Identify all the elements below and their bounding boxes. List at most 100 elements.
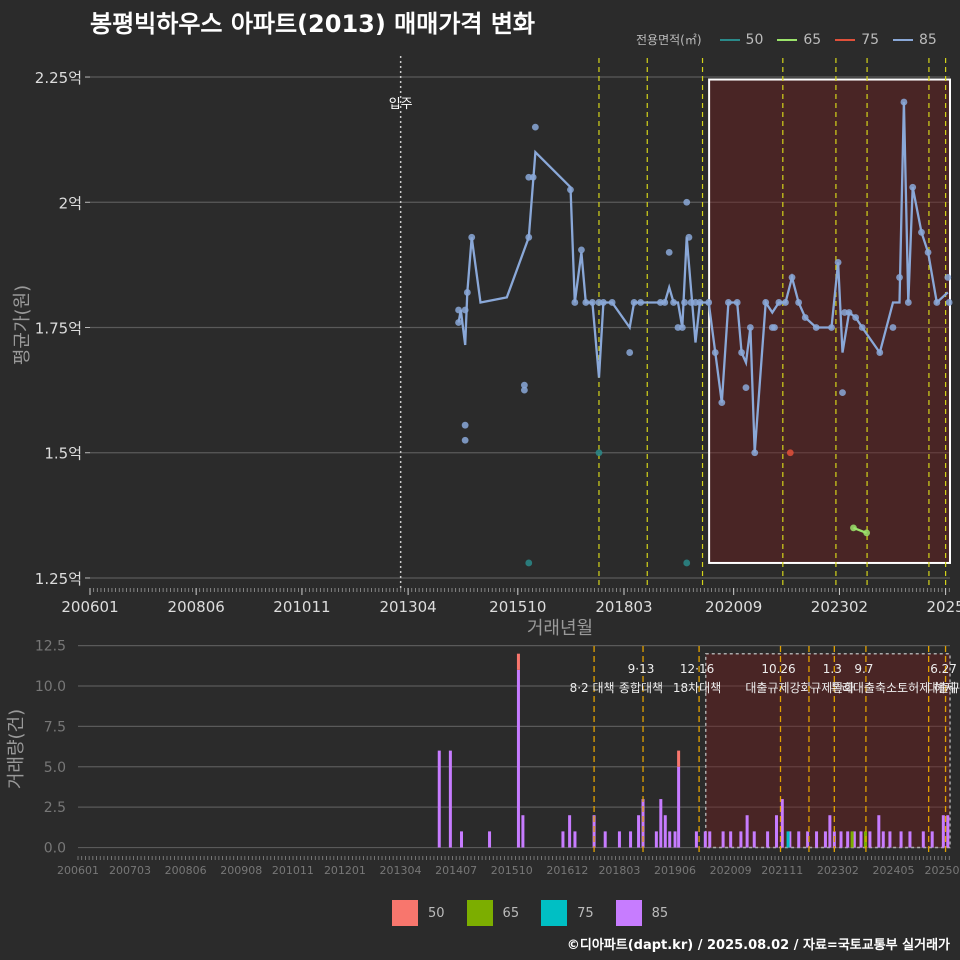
price-x-tick-label: 200601	[61, 598, 118, 616]
move-in-label: 입주	[389, 97, 413, 112]
policy-date-label: 9·13	[628, 662, 655, 676]
volume-x-tick-label: 201407	[435, 864, 477, 877]
price-point-85	[608, 299, 616, 306]
legend-item-85: 85	[893, 32, 937, 48]
price-point-85	[525, 233, 533, 241]
price-point-85	[945, 299, 953, 306]
volume-bar-85	[752, 831, 756, 848]
price-point-85	[812, 324, 820, 331]
price-point-85	[683, 198, 691, 206]
volume-bar-85	[629, 831, 633, 848]
volume-bar-85	[823, 831, 827, 848]
bar-legend-item-85: 85	[615, 900, 669, 926]
price-point-85	[904, 299, 912, 306]
volume-bar-85	[908, 831, 912, 848]
price-point-85	[738, 349, 745, 356]
policy-date-label: 10.26	[761, 662, 795, 676]
price-point-85	[909, 183, 917, 191]
legend-item-65: 65	[777, 32, 821, 48]
legend-line-50	[719, 38, 740, 41]
bar-legend-swatch-50	[392, 900, 418, 926]
price-point-85	[461, 421, 469, 429]
price-point-85	[529, 173, 537, 181]
volume-bar-85	[641, 799, 645, 848]
volume-x-tick-label: 200806	[165, 864, 207, 877]
price-point-85	[463, 289, 471, 296]
legend-line-85	[893, 38, 914, 41]
volume-bar-85	[797, 831, 801, 848]
policy-name-label: 8·2 대책	[570, 680, 615, 695]
volume-x-tick-label: 200601	[57, 864, 99, 877]
price-point-85	[889, 324, 897, 331]
volume-bar-85	[788, 831, 792, 848]
volume-bar-85	[694, 831, 698, 848]
area-legend-bottom: 50 65 75 85	[392, 900, 668, 926]
bar-legend-label-75: 75	[577, 905, 594, 921]
policy-date-label: 6.27	[930, 662, 957, 676]
volume-bar-50	[677, 750, 681, 767]
price-point-85	[468, 233, 476, 241]
price-point-85	[630, 299, 638, 306]
volume-x-tick-label: 200703	[109, 864, 151, 877]
price-x-tick-label: 2025	[927, 598, 960, 616]
price-point-85	[771, 324, 778, 331]
policy-name-label: 토허제 해제	[897, 681, 956, 695]
price-point-75	[786, 449, 794, 457]
price-point-85	[801, 314, 809, 321]
price-point-85	[567, 186, 574, 194]
price-point-85	[711, 349, 719, 356]
volume-bar-85	[617, 831, 621, 848]
volume-x-tick-label: 201612	[546, 864, 588, 877]
volume-bar-85	[460, 831, 464, 848]
bar-legend-label-85: 85	[651, 905, 669, 921]
volume-bar-85	[603, 831, 607, 848]
volume-x-tick-label: 202009	[710, 864, 752, 877]
price-point-85	[678, 324, 686, 331]
volume-bar-85	[888, 831, 892, 848]
volume-x-tick-label: 202405	[872, 864, 914, 877]
price-point-85	[685, 233, 693, 241]
source-footer: ©디아파트(dapt.kr) / 2025.08.02 / 자료=국토교통부 실…	[566, 938, 950, 953]
price-point-85	[918, 228, 925, 236]
price-point-85	[461, 436, 469, 444]
policy-date-label: 12·16	[680, 662, 714, 676]
price-point-65	[850, 524, 857, 532]
bar-legend-swatch-85	[615, 900, 642, 926]
volume-x-tick-label: 202111	[761, 864, 803, 877]
volume-bar-85	[815, 831, 819, 848]
price-point-85	[788, 274, 796, 281]
volume-bar-65	[850, 831, 854, 848]
bar-legend-swatch-65	[466, 900, 493, 926]
price-x-tick-label: 201510	[489, 598, 546, 616]
volume-bar-85	[859, 831, 863, 848]
price-point-85	[670, 299, 677, 306]
volume-bar-85	[668, 831, 672, 848]
volume-bar-85	[828, 815, 832, 848]
volume-bar-85	[703, 831, 707, 848]
policy-name-label: 18차대책	[673, 680, 721, 695]
volume-bar-85	[921, 831, 925, 848]
volume-x-tick-label: 200908	[220, 864, 262, 877]
price-point-85	[661, 299, 669, 306]
price-point-85	[852, 314, 860, 321]
policy-name-label: 규제완화	[810, 681, 854, 695]
volume-bar-85	[488, 831, 492, 848]
price-point-85	[839, 389, 846, 397]
volume-bar-85	[774, 815, 778, 848]
price-point-85	[834, 258, 842, 266]
policy-name-label: 특례대출축소	[831, 681, 897, 695]
legend-label-85: 85	[919, 31, 937, 48]
price-y-tick-label: 1.5억	[44, 445, 82, 463]
price-x-tick-label: 201304	[379, 598, 436, 616]
volume-bar-85	[437, 750, 441, 848]
volume-x-tick-label: 202506	[925, 864, 960, 877]
price-x-tick-label: 202009	[705, 598, 762, 616]
volume-bar-85	[663, 815, 667, 848]
bar-legend-item-65: 65	[466, 900, 519, 926]
price-point-85	[578, 246, 585, 254]
price-point-85	[876, 349, 884, 356]
price-point-85	[896, 274, 903, 281]
volume-bar-85	[941, 815, 945, 848]
volume-bar-85	[521, 815, 525, 848]
